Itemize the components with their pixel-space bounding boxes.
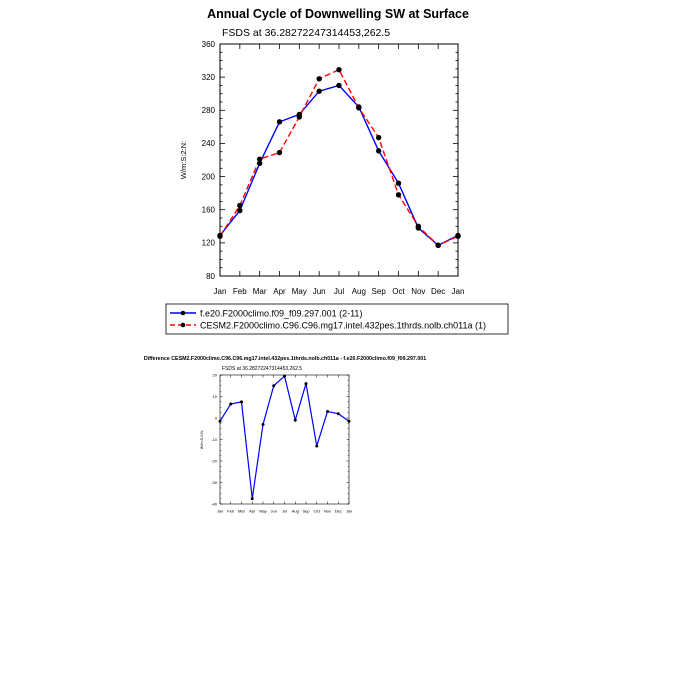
series-1-point xyxy=(276,119,283,125)
series-1-point xyxy=(395,180,402,186)
x-tick-label: Nov xyxy=(411,287,425,296)
series-1-point xyxy=(293,418,297,422)
x-tick-label: Nov xyxy=(324,509,331,514)
legend-marker-series-2 xyxy=(180,322,186,328)
series-2-point xyxy=(336,66,342,73)
series-line-1 xyxy=(219,374,350,499)
y-tick-label: -30 xyxy=(211,480,218,485)
x-tick-label: Jan xyxy=(452,287,465,296)
x-tick-label: Jan xyxy=(217,509,223,514)
series-1-point xyxy=(304,382,308,386)
series-1-point xyxy=(315,444,319,448)
series-2-point xyxy=(356,105,362,111)
main-chart-title: Annual Cycle of Downwelling SW at Surfac… xyxy=(207,7,469,21)
series-1-point xyxy=(283,374,286,378)
main-chart-ticks: 80 120 160 200 240 280 320 360 Jan Feb Mar Apr May Ju… xyxy=(202,40,465,296)
y-tick-label: 320 xyxy=(202,73,216,82)
legend-box xyxy=(165,303,509,335)
series-1-point xyxy=(237,207,243,214)
x-tick-label: Feb xyxy=(233,287,247,296)
series-1-point xyxy=(336,82,342,89)
x-tick-label: Dec xyxy=(431,287,445,296)
series-1-point xyxy=(375,148,382,154)
diff-chart-ticks: -40 -30 -20 -10 0 10 20 Jan Feb Mar Apr May Jun Jul Au… xyxy=(211,372,352,513)
diff-plot-frame xyxy=(219,374,350,505)
x-tick-label: Sep xyxy=(302,509,310,514)
y-tick-label: 200 xyxy=(202,172,216,181)
series-2-point xyxy=(415,223,422,229)
y-tick-label: -40 xyxy=(211,501,218,506)
x-tick-label: Jun xyxy=(313,287,326,296)
diff-chart-title: Difference CESM2.F2000climo.C96.C96.mg17… xyxy=(144,356,426,362)
y-tick-label: 280 xyxy=(202,106,216,115)
x-tick-label: Apr xyxy=(273,287,286,296)
x-tick-label: Aug xyxy=(292,509,299,514)
series-2-point xyxy=(316,76,322,82)
y-tick-label: -20 xyxy=(211,458,218,463)
series-1-point xyxy=(250,497,254,501)
x-tick-label: Dec xyxy=(335,509,342,514)
x-tick-label: May xyxy=(292,287,307,296)
x-tick-label: Apr xyxy=(249,509,256,514)
series-1-point xyxy=(256,160,263,167)
series-1-point xyxy=(261,422,265,426)
series-2-point xyxy=(375,134,382,141)
y-tick-label: 360 xyxy=(202,40,216,49)
y-tick-label: 80 xyxy=(206,272,215,281)
legend-label-series-1: f.e20.F2000climo.f09_f09.297.001 (2-11) xyxy=(200,309,362,319)
y-tick-label: 0 xyxy=(215,415,218,420)
series-1-point xyxy=(316,88,322,94)
series-2-point xyxy=(276,149,283,156)
legend-label-series-2: CESM2.F2000climo.C96.C96.mg17.intel.432p… xyxy=(200,321,486,331)
x-tick-label: Sep xyxy=(372,287,387,296)
series-line-2 xyxy=(219,68,459,247)
series-2-point xyxy=(237,202,243,209)
series-line-1 xyxy=(219,84,459,247)
diff-chart-series xyxy=(218,374,351,501)
x-tick-label: Mar xyxy=(253,287,267,296)
x-tick-label: May xyxy=(259,509,267,514)
x-tick-label: Mar xyxy=(238,509,246,514)
x-tick-label: Jan xyxy=(346,509,352,514)
y-tick-label: 240 xyxy=(202,139,216,148)
x-tick-label: Oct xyxy=(392,287,405,296)
series-1-point xyxy=(272,384,276,388)
main-plot-frame xyxy=(219,43,459,277)
y-tick-label: -10 xyxy=(211,437,218,442)
y-tick-label: 20 xyxy=(213,372,218,377)
main-chart-series xyxy=(217,66,461,249)
x-tick-label: Aug xyxy=(352,287,366,296)
series-2-point xyxy=(296,114,303,120)
series-2-point xyxy=(256,156,263,162)
series-1-point xyxy=(326,410,329,414)
y-tick-label: 10 xyxy=(213,394,218,399)
main-chart-subtitle: FSDS at 36.28272247314453,262.5 xyxy=(222,27,390,39)
x-tick-label: Jun xyxy=(271,509,277,514)
series-1-point xyxy=(229,402,233,406)
diff-chart-subtitle: FSDS at 36.28272247314453,262.5 xyxy=(222,366,302,372)
series-2-point xyxy=(435,242,441,249)
y-tick-label: 160 xyxy=(202,206,216,215)
x-tick-label: Oct xyxy=(314,509,321,514)
x-tick-label: Jul xyxy=(334,287,344,296)
main-chart-ylabel: W/m:S:2:N: xyxy=(179,141,188,179)
y-tick-label: 120 xyxy=(202,239,216,248)
x-tick-label: Jul xyxy=(282,509,287,514)
series-1-point xyxy=(240,400,243,404)
x-tick-label: Feb xyxy=(227,509,235,514)
x-tick-label: Jan xyxy=(214,287,227,296)
legend-marker-series-1 xyxy=(180,310,186,316)
series-2-point xyxy=(395,192,402,198)
series-1-point xyxy=(336,412,340,416)
diff-chart-ylabel: W/m:S:2:N: xyxy=(200,430,204,449)
